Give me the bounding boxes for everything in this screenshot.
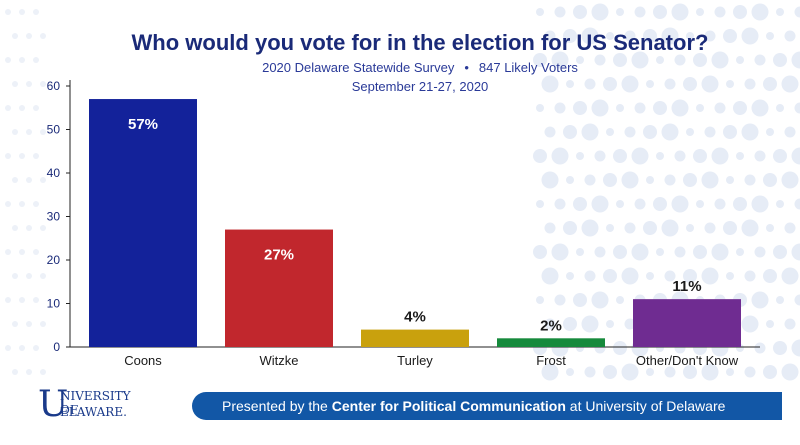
x-tick-label: Witzke bbox=[260, 353, 299, 368]
y-tick-label: 40 bbox=[47, 166, 61, 180]
data-label: 27% bbox=[264, 247, 294, 264]
x-tick-label: Frost bbox=[536, 353, 566, 368]
y-tick-label: 50 bbox=[47, 123, 61, 137]
x-tick-label: Coons bbox=[124, 353, 162, 368]
logo-text-line1: NIVERSITY OF bbox=[60, 389, 131, 417]
footer-center-name: Center for Political Communication bbox=[331, 398, 566, 414]
sample-size: 847 Likely Voters bbox=[478, 60, 578, 75]
logo-letter-u: U bbox=[38, 384, 69, 425]
data-label: 2% bbox=[540, 317, 562, 334]
bar-other-don-t-know bbox=[633, 299, 741, 347]
x-tick-label: Turley bbox=[397, 353, 433, 368]
chart-subtitle: 2020 Delaware Statewide Survey • 847 Likel… bbox=[40, 60, 800, 75]
y-tick-label: 20 bbox=[47, 253, 61, 267]
subtitle-bullet: • bbox=[464, 60, 469, 75]
y-tick-label: 60 bbox=[47, 79, 61, 93]
bar-coons bbox=[89, 99, 197, 347]
chart-title: Who would you vote for in the election f… bbox=[131, 30, 709, 55]
logo-text-line2: ELAWARE. bbox=[60, 405, 127, 419]
survey-dates: September 21-27, 2020 bbox=[351, 79, 489, 94]
y-tick-label: 10 bbox=[47, 297, 61, 311]
university-logo: U NIVERSITY OF ELAWARE. bbox=[38, 385, 148, 427]
data-label: 4% bbox=[404, 309, 426, 326]
bar-witzke bbox=[225, 229, 333, 347]
survey-name: 2020 Delaware Statewide Survey bbox=[262, 60, 455, 75]
x-tick-label: Other/Don't Know bbox=[636, 353, 739, 368]
footer-banner: Presented by the Center for Political Co… bbox=[192, 392, 782, 420]
y-tick-label: 0 bbox=[53, 340, 60, 354]
data-label: 57% bbox=[128, 116, 158, 133]
bar-turley bbox=[361, 329, 469, 347]
footer-prefix: Presented by the bbox=[222, 398, 332, 414]
bar-frost bbox=[497, 338, 605, 347]
data-label: 11% bbox=[672, 278, 701, 295]
footer-suffix: at University of Delaware bbox=[565, 398, 726, 414]
y-tick-label: 30 bbox=[47, 210, 61, 224]
